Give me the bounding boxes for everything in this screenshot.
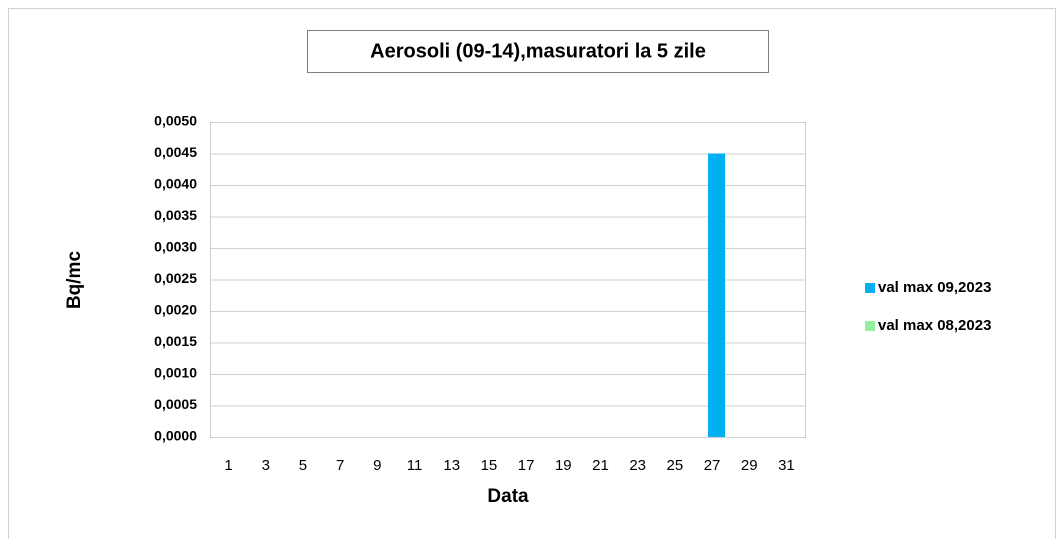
- x-tick-label: 13: [443, 457, 460, 474]
- y-tick-label: 0,0030: [154, 239, 197, 255]
- x-tick-label: 27: [704, 457, 721, 474]
- bar: [708, 153, 726, 437]
- y-tick-label: 0,0040: [154, 176, 197, 192]
- y-tick-label: 0,0015: [154, 333, 197, 349]
- y-tick-label: 0,0035: [154, 207, 197, 223]
- x-tick-label: 25: [667, 457, 684, 474]
- x-tick-label: 23: [629, 457, 646, 474]
- x-tick-label: 1: [224, 457, 232, 474]
- x-tick-label: 29: [741, 457, 758, 474]
- legend-swatch: [865, 283, 875, 293]
- x-tick-label: 21: [592, 457, 609, 474]
- x-tick-label: 31: [778, 457, 795, 474]
- x-tick-label: 7: [336, 457, 344, 474]
- y-tick-label: 0,0010: [154, 365, 197, 381]
- y-tick-label: 0,0005: [154, 396, 197, 412]
- y-tick-label: 0,0025: [154, 270, 197, 286]
- x-axis-label: Data: [487, 486, 529, 507]
- legend-swatch: [865, 321, 875, 331]
- legend-label: val max 09,2023: [878, 279, 991, 296]
- x-tick-label: 17: [518, 457, 535, 474]
- chart-border: [8, 8, 1056, 539]
- y-tick-label: 0,0000: [154, 428, 197, 444]
- y-tick-label: 0,0045: [154, 144, 197, 160]
- x-tick-label: 11: [407, 457, 423, 474]
- x-tick-label: 19: [555, 457, 572, 474]
- x-tick-label: 9: [373, 457, 381, 474]
- x-tick-label: 5: [299, 457, 307, 474]
- y-tick-label: 0,0020: [154, 302, 197, 318]
- y-tick-label: 0,0050: [154, 113, 197, 129]
- x-tick-label: 3: [262, 457, 270, 474]
- legend-label: val max 08,2023: [878, 317, 991, 334]
- chart-title: Aerosoli (09-14),masuratori la 5 zile: [370, 40, 706, 62]
- title-box: [307, 30, 769, 73]
- x-tick-label: 15: [481, 457, 498, 474]
- y-axis-label: Bq/mc: [64, 251, 85, 310]
